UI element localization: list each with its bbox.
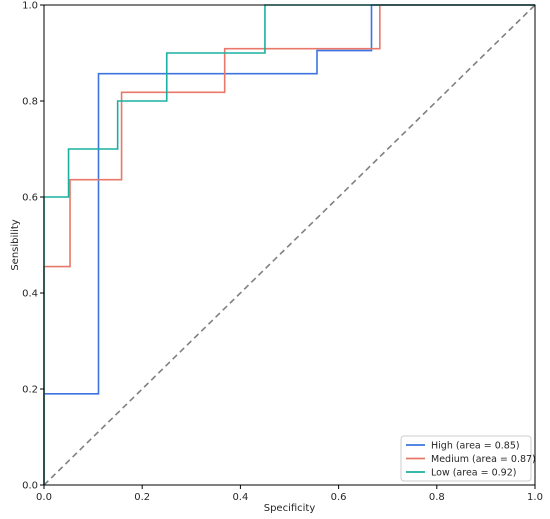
x-tick-label: 0.0	[36, 492, 52, 503]
legend-box	[400, 435, 532, 482]
y-tick-label: 0.4	[22, 289, 38, 300]
x-tick-label: 0.2	[134, 492, 150, 503]
y-axis-label: Sensibility	[10, 219, 21, 270]
series-line-2	[43, 4, 535, 485]
y-tick-label: 1.0	[22, 1, 38, 12]
axis-ticks: 0.0 0.2 0.4 0.6 0.8 1.0 0.0 0.2 0.4 0.6 0.8 1.0	[22, 1, 543, 504]
x-tick-label: 0.4	[232, 492, 248, 503]
y-tick-label: 0.6	[22, 193, 38, 204]
y-tick-label: 0.2	[22, 385, 38, 396]
reference-diagonal-line	[43, 4, 536, 486]
legend-label: Low (area = 0.92)	[431, 468, 516, 479]
x-tick-label: 0.8	[429, 492, 445, 503]
legend-label: High (area = 0.85)	[431, 441, 520, 452]
y-tick-label: 0.0	[22, 481, 38, 492]
x-tick-label: 0.6	[331, 492, 347, 503]
y-tick-label: 0.8	[22, 97, 38, 108]
series-line-1	[43, 4, 535, 485]
plot-frame	[43, 4, 536, 486]
legend-label: Medium (area = 0.87)	[431, 454, 536, 465]
series-line-0	[43, 4, 535, 485]
x-axis-label: Specificity	[264, 503, 316, 514]
plot-area	[43, 4, 536, 486]
legend: High (area = 0.85) Medium (area = 0.87) Lo…	[400, 435, 536, 482]
x-tick-label: 1.0	[527, 492, 543, 503]
